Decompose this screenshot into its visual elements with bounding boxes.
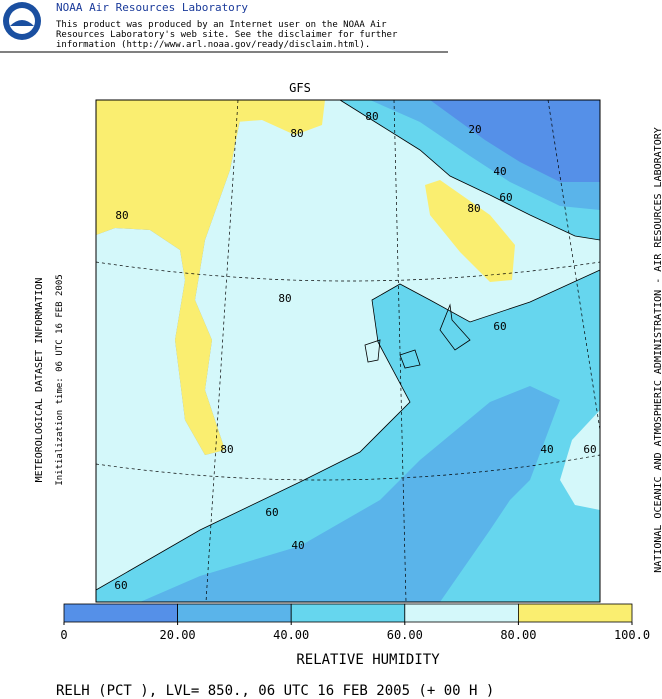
contour-label: 80: [220, 443, 233, 456]
colorbar-swatch: [404, 603, 519, 623]
contour-line: [95, 269, 601, 591]
contour-label: 20: [468, 123, 481, 136]
meridian: [547, 99, 601, 431]
left-label: Initialization time: 06 UTC 16 FEB 2005: [55, 274, 65, 485]
coastline: [364, 303, 471, 369]
noaa-logo-bird: [10, 20, 34, 26]
contour-label: 60: [583, 443, 596, 456]
parallel: [95, 261, 601, 282]
colorbar-tick-label: 40.00: [273, 628, 309, 642]
fill-region: [560, 410, 600, 510]
parallel: [95, 454, 601, 481]
contour-label: 80: [290, 127, 303, 140]
colorbar: 0 20.00 40.00 60.00 80.00 100.0: [60, 603, 650, 642]
disclaimer-line: information (http://www.arl.noaa.gov/rea…: [56, 40, 370, 50]
contour-label: 60: [265, 506, 278, 519]
contour-label: 60: [114, 579, 127, 592]
colorbar-tick-label: 60.00: [387, 628, 423, 642]
left-label: METEOROLOGICAL DATASET INFORMATION: [34, 278, 45, 483]
contour-line: [339, 99, 601, 241]
contour-label: 80: [115, 209, 128, 222]
colorbar-tick-label: 20.00: [160, 628, 196, 642]
colorbar-swatch: [63, 603, 178, 623]
contour-label: 40: [493, 165, 506, 178]
colorbar-tick-label: 80.00: [500, 628, 536, 642]
contour-label: 80: [365, 110, 378, 123]
colorbar-tick-label: 0: [60, 628, 67, 642]
disclaimer-line: This product was produced by an Internet…: [56, 20, 387, 30]
colorbar-swatch: [177, 603, 292, 623]
map-lines: [95, 99, 601, 603]
fill-region: [96, 100, 240, 455]
colorbar-swatch: [290, 603, 406, 623]
contour-label: 60: [499, 191, 512, 204]
colorbar-title: RELATIVE HUMIDITY: [296, 652, 440, 668]
fill-region: [425, 180, 515, 282]
fill-region: [235, 100, 325, 135]
fill-region: [140, 386, 560, 602]
colorbar-swatch: [518, 603, 633, 623]
contour-label: 40: [291, 539, 304, 552]
contour-label: 80: [278, 292, 291, 305]
contour-fills: [96, 100, 600, 602]
contour-label: 40: [540, 443, 553, 456]
contour-labels: 80 80 80 20 40 60 80 80 60 80 40 60 60 40 60: [114, 110, 596, 592]
map-title: GFS: [289, 81, 311, 95]
footer: RELH (PCT ), LVL= 850., 06 UTC 16 FEB 20…: [56, 683, 494, 699]
contour-label: 60: [493, 320, 506, 333]
org-name: NOAA Air Resources Laboratory: [56, 1, 248, 14]
plot-frame: [95, 99, 601, 603]
contour-label: 80: [467, 202, 480, 215]
disclaimer-line: Resources Laboratory's web site. See the…: [56, 30, 398, 40]
colorbar-tick-label: 100.0: [614, 628, 650, 642]
right-label: NATIONAL OCEANIC AND ATMOSPHERIC ADMINIS…: [653, 127, 662, 573]
